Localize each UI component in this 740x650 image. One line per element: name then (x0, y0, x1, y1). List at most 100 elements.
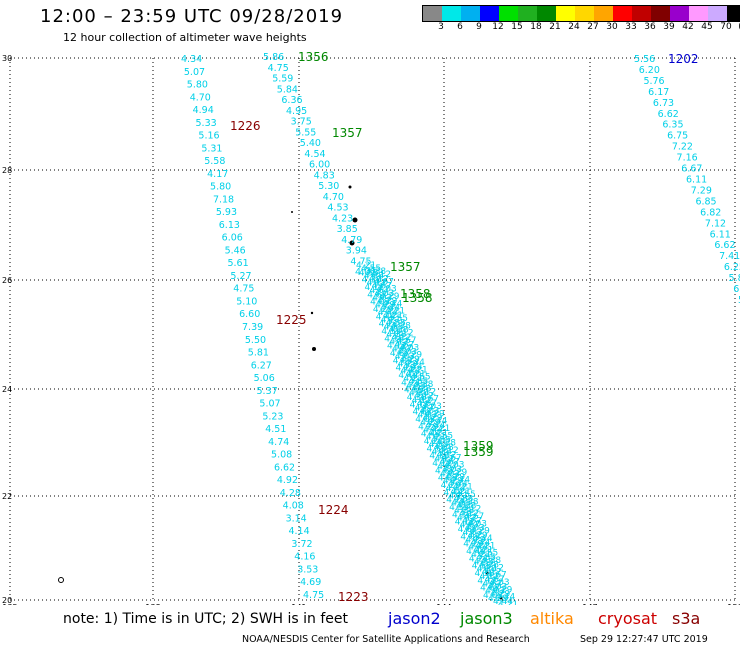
swh-value-track-c: 6.62 (714, 240, 735, 251)
swh-value-band: 4.12 (371, 270, 391, 280)
swh-value-band: 4.21 (428, 428, 448, 438)
colorbar-swatch (556, 6, 575, 21)
colorbar-label: 24 (568, 22, 580, 32)
swh-value-band: 4.29 (400, 355, 420, 365)
swh-value-track-a: 4.70 (190, 92, 211, 103)
altimeter-map: 135138141144147150302826242220 4.345.075… (2, 50, 740, 605)
swh-value-band: 4.55 (476, 553, 496, 563)
swh-value-track-b: 5.40 (300, 138, 321, 149)
swh-value-band: 4.44 (382, 299, 402, 309)
swh-value-band: 4.21 (448, 491, 468, 501)
colorbar-label: 27 (587, 22, 599, 32)
swh-value-band: 4.67 (462, 516, 482, 526)
swh-value-band: 4.38 (475, 569, 495, 579)
swh-value-band: 4.12 (484, 563, 504, 573)
swh-value-track-b: 5.59 (272, 74, 293, 85)
swh-value-track-c: 5.76 (643, 76, 664, 87)
swh-value-track-a: 5.80 (210, 182, 231, 193)
map-subtitle: 12 hour collection of altimeter wave hei… (63, 31, 307, 44)
swh-value-track-b: 4.54 (304, 149, 325, 160)
pass-number: 1358 (402, 291, 433, 305)
swh-value-track-c: 6.17 (648, 87, 669, 98)
swh-value-track-c: 6.62 (658, 109, 679, 120)
pass-number: 1357 (332, 126, 363, 140)
swh-value-track-a: 5.10 (236, 296, 257, 307)
swh-value-band: 4.03 (374, 289, 394, 299)
swh-value-track-b: 4.79 (341, 235, 362, 246)
colorbar-label: 12 (492, 22, 504, 32)
swh-value-track-b: 5.84 (277, 84, 298, 95)
swh-value-band: 4.03 (415, 415, 435, 425)
swh-value-band: 4.38 (362, 276, 382, 286)
swh-value-track-c: 5.8 (729, 273, 740, 284)
swh-value-band: 4.55 (427, 444, 447, 454)
swh-value-band: 4.38 (389, 326, 409, 336)
lon-label: 135 (2, 603, 17, 605)
swh-value-band: 4.38 (391, 321, 411, 331)
swh-value-band: 4.21 (401, 378, 421, 388)
swh-value-band: 4.21 (356, 261, 376, 271)
colorbar-label: 45 (701, 22, 713, 32)
swh-value-band: 4.38 (407, 393, 427, 403)
pass-number: 1358 (400, 287, 431, 301)
colorbar-label: 18 (530, 22, 542, 32)
lon-label: 141 (291, 603, 306, 605)
swh-value-track-c: 6.85 (695, 196, 716, 207)
swh-value-band: 4.67 (460, 521, 480, 531)
swh-value-band: 4.12 (412, 396, 432, 406)
swh-value-band: 4.55 (388, 314, 408, 324)
swh-value-band: 4.12 (414, 392, 434, 402)
lat-label: 22 (2, 492, 12, 501)
colorbar-label: 6 (457, 22, 463, 32)
swh-value-band: 4.12 (410, 400, 430, 410)
swh-value-track-a: 5.58 (204, 156, 225, 167)
swh-value-band: 4.29 (373, 305, 393, 315)
swh-value-track-a: 4.74 (268, 437, 289, 448)
swh-value-band: 4.03 (399, 343, 419, 353)
swh-value-track-a: 5.08 (271, 450, 292, 461)
swh-value-track-a: 7.18 (213, 194, 234, 205)
swh-value-track-c: 7.12 (705, 218, 726, 229)
swh-value-band: 4.55 (408, 377, 428, 387)
swh-value-track-a: 6.13 (219, 220, 240, 231)
swh-value-band: 4.55 (361, 264, 381, 274)
swh-value-band: 4.55 (474, 557, 494, 567)
swh-value-band: 4.12 (364, 283, 384, 293)
swh-value-band: 4.03 (483, 591, 503, 601)
swh-value-band: 4.03 (370, 298, 390, 308)
swh-value-track-b: 3.75 (291, 117, 312, 128)
swh-value-band: 4.55 (453, 494, 473, 504)
colorbar-label: 33 (625, 22, 637, 32)
swh-value-track-b: 4.75 (350, 256, 371, 267)
swh-value-band: 4.03 (485, 587, 505, 597)
swh-value-track-a: 5.50 (245, 335, 266, 346)
swh-value-track-c: 6.11 (710, 229, 731, 240)
swh-value-band: 4.21 (446, 496, 466, 506)
swh-value-track-c: 6.25 (724, 262, 740, 273)
colorbar-swatch (651, 6, 670, 21)
swh-value-track-a: 5.37 (257, 386, 278, 397)
swh-value-band: 4.03 (377, 285, 397, 295)
pass-number: 1359 (463, 445, 494, 459)
swh-value-band: 4.38 (411, 384, 431, 394)
swh-value-band: 4.29 (375, 301, 395, 311)
colorbar-label: 42 (682, 22, 694, 32)
swh-value-band: 4.55 (359, 268, 379, 278)
island (352, 217, 358, 223)
pass-number: 1357 (390, 260, 421, 274)
swh-value-track-a: 4.75 (303, 590, 324, 601)
swh-value-band: 4.67 (439, 458, 459, 468)
swh-value-band: 4.29 (396, 364, 416, 374)
colorbar-swatch (594, 6, 613, 21)
swh-value-track-a: 5.61 (227, 258, 248, 269)
swh-value-track-b: 6.00 (309, 160, 330, 171)
swh-value-band: 4.67 (464, 512, 484, 522)
pass-number: 1356 (298, 50, 329, 64)
swh-value-band: 4.12 (394, 329, 414, 339)
swh-value-band: 4.55 (404, 386, 424, 396)
swh-value-track-a: 4.51 (265, 424, 286, 435)
swh-value-band: 4.67 (412, 408, 432, 418)
swh-value-band: 4.03 (372, 293, 392, 303)
swh-value-band: 4.21 (471, 550, 491, 560)
